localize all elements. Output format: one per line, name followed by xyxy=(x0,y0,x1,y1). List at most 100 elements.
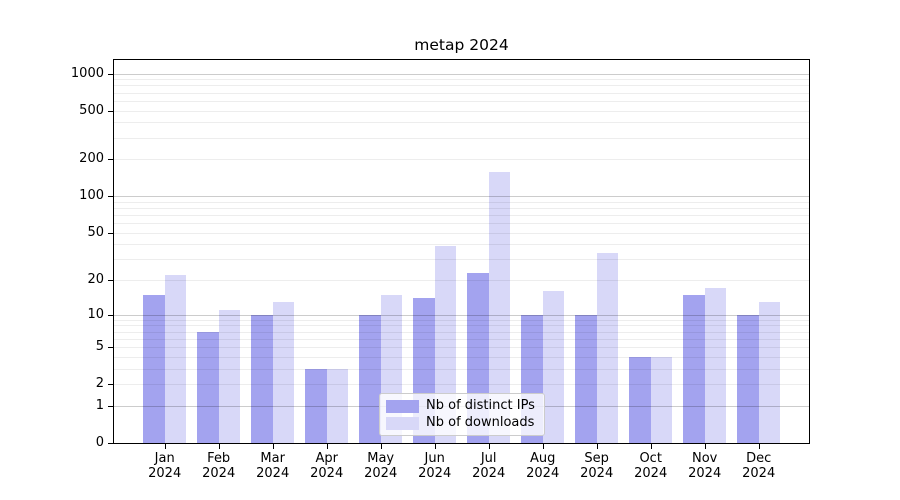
bar xyxy=(683,294,705,443)
minor-gridline xyxy=(114,280,809,282)
major-gridline xyxy=(114,73,809,75)
x-tick-month: Sep xyxy=(584,451,609,466)
chart-title: metap 2024 xyxy=(414,36,509,54)
legend-swatch-downloads-icon xyxy=(386,416,419,430)
x-tick-mark xyxy=(218,444,220,449)
y-tick-mark xyxy=(108,443,113,444)
x-tick-mark xyxy=(488,444,490,449)
y-tick-mark xyxy=(108,232,113,234)
x-tick-label: Nov 2024 xyxy=(675,451,735,481)
minor-gridline xyxy=(114,356,809,358)
x-tick-month: Jan xyxy=(154,451,175,466)
x-tick-month: Aug xyxy=(529,451,556,466)
chart-legend: Nb of distinct IPs Nb of downloads xyxy=(379,393,545,436)
y-tick-label: 5 xyxy=(95,339,104,355)
x-tick-year: 2024 xyxy=(256,466,290,481)
major-gridline xyxy=(114,196,809,198)
x-tick-label: Feb 2024 xyxy=(189,451,249,481)
x-tick-mark xyxy=(434,444,436,449)
x-tick-mark xyxy=(650,444,652,449)
x-tick-month: Jul xyxy=(480,451,497,466)
minor-gridline xyxy=(114,79,809,81)
bar xyxy=(272,301,295,443)
bar xyxy=(143,294,165,443)
legend-swatch-distinct-ips-icon xyxy=(386,399,419,413)
y-tick-label: 2 xyxy=(95,376,104,392)
major-gridline xyxy=(114,314,809,316)
minor-gridline xyxy=(114,331,809,333)
bar xyxy=(326,368,349,443)
x-tick-label: Dec 2024 xyxy=(729,451,789,481)
minor-gridline xyxy=(114,159,809,161)
x-tick-mark xyxy=(596,444,598,449)
y-tick-label: 10 xyxy=(87,306,104,322)
bar xyxy=(218,310,241,443)
y-tick-label: 200 xyxy=(79,151,104,167)
x-tick-mark xyxy=(758,444,760,449)
x-tick-year: 2024 xyxy=(418,466,452,481)
x-tick-year: 2024 xyxy=(364,466,398,481)
x-tick-label: Sep 2024 xyxy=(567,451,627,481)
x-tick-month: Dec xyxy=(746,451,772,466)
minor-gridline xyxy=(114,384,809,386)
minor-gridline xyxy=(114,259,809,261)
y-tick-label: 50 xyxy=(87,224,104,240)
y-tick-mark xyxy=(108,314,113,316)
x-tick-mark xyxy=(164,444,166,449)
legend-item: Nb of downloads xyxy=(386,415,537,431)
y-tick-mark xyxy=(108,159,113,161)
y-tick-mark xyxy=(108,196,113,198)
minor-gridline xyxy=(114,215,809,217)
x-tick-month: Jun xyxy=(424,451,445,466)
minor-gridline xyxy=(114,368,809,370)
minor-gridline xyxy=(114,110,809,112)
y-tick-mark xyxy=(108,347,113,349)
bar xyxy=(704,288,727,443)
minor-gridline xyxy=(114,338,809,340)
x-tick-month: Nov xyxy=(692,451,718,466)
x-tick-label: Apr 2024 xyxy=(297,451,357,481)
bar xyxy=(197,331,219,443)
x-tick-year: 2024 xyxy=(310,466,344,481)
x-tick-year: 2024 xyxy=(580,466,614,481)
minor-gridline xyxy=(114,325,809,327)
x-tick-label: Jan 2024 xyxy=(135,451,195,481)
minor-gridline xyxy=(114,347,809,349)
y-tick-mark xyxy=(108,384,113,386)
x-tick-year: 2024 xyxy=(202,466,236,481)
minor-gridline xyxy=(114,201,809,203)
legend-label: Nb of distinct IPs xyxy=(426,398,535,413)
y-tick-label: 1000 xyxy=(70,65,104,81)
y-tick-mark xyxy=(108,405,113,407)
x-tick-year: 2024 xyxy=(472,466,506,481)
x-tick-mark xyxy=(326,444,328,449)
x-tick-mark xyxy=(380,444,382,449)
bar xyxy=(164,275,187,443)
minor-gridline xyxy=(114,92,809,94)
legend-label: Nb of downloads xyxy=(426,415,535,430)
minor-gridline xyxy=(114,85,809,87)
bar xyxy=(488,172,511,443)
y-tick-mark xyxy=(108,110,113,112)
bar xyxy=(650,356,673,443)
minor-gridline xyxy=(114,223,809,225)
x-tick-month: Oct xyxy=(639,451,662,466)
x-tick-year: 2024 xyxy=(634,466,668,481)
minor-gridline xyxy=(114,100,809,102)
x-tick-month: Mar xyxy=(260,451,285,466)
y-tick-label: 1 xyxy=(95,397,104,413)
x-tick-year: 2024 xyxy=(148,466,182,481)
x-tick-label: Aug 2024 xyxy=(513,451,573,481)
bar xyxy=(359,314,381,443)
x-tick-month: May xyxy=(367,451,395,466)
bar xyxy=(596,252,619,443)
x-tick-mark xyxy=(542,444,544,449)
x-tick-label: Jul 2024 xyxy=(459,451,519,481)
minor-gridline xyxy=(114,122,809,124)
x-tick-month: Feb xyxy=(207,451,231,466)
x-tick-year: 2024 xyxy=(688,466,722,481)
x-tick-label: May 2024 xyxy=(351,451,411,481)
minor-gridline xyxy=(114,232,809,234)
x-tick-mark xyxy=(272,444,274,449)
